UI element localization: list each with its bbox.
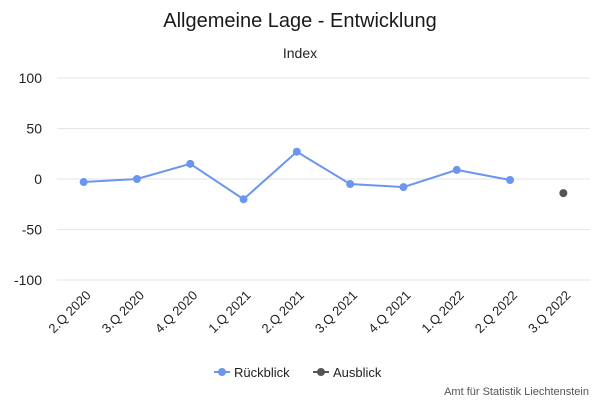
x-axis-ticks: 2.Q 2020 3.Q 2020 4.Q 2020 1.Q 2021 2.Q 2021…	[45, 288, 573, 336]
x-tick-label: 4.Q 2021	[365, 288, 413, 336]
legend-label: Ausblick	[333, 365, 382, 380]
data-point[interactable]	[292, 147, 301, 156]
legend: Rückblick Ausblick	[214, 365, 382, 380]
data-point[interactable]	[346, 180, 355, 189]
data-point[interactable]	[79, 178, 88, 187]
x-tick-label: 3.Q 2022	[525, 288, 573, 336]
y-tick-label: 0	[34, 171, 42, 187]
credits-text: Amt für Statistik Liechtenstein	[444, 386, 589, 398]
legend-item[interactable]: Ausblick	[313, 365, 382, 380]
y-tick-label: -50	[22, 222, 42, 238]
data-point[interactable]	[132, 175, 141, 183]
y-tick-label: 100	[19, 70, 43, 86]
data-point[interactable]	[186, 159, 195, 168]
series-layer	[79, 147, 568, 204]
x-tick-label: 4.Q 2020	[152, 288, 200, 336]
series-line	[83, 150, 511, 201]
y-axis-label: Index	[283, 45, 317, 61]
legend-label: Rückblick	[234, 365, 290, 380]
data-point[interactable]	[452, 165, 461, 174]
data-point[interactable]	[506, 176, 515, 185]
legend-marker-icon	[218, 368, 226, 376]
gridlines	[57, 77, 590, 281]
x-tick-label: 2.Q 2021	[259, 288, 307, 336]
y-axis-ticks: 100 50 0 -50 -100	[14, 70, 42, 288]
legend-item[interactable]: Rückblick	[214, 365, 290, 380]
data-point[interactable]	[559, 189, 568, 198]
y-tick-label: 50	[26, 121, 42, 137]
x-tick-label: 2.Q 2020	[45, 288, 93, 336]
data-point[interactable]	[239, 195, 248, 204]
legend-marker-icon	[317, 368, 325, 376]
chart-title: Allgemeine Lage - Entwicklung	[163, 10, 437, 32]
data-point[interactable]	[399, 183, 408, 192]
y-tick-label: -100	[14, 272, 42, 288]
x-tick-label: 3.Q 2020	[99, 288, 147, 336]
x-tick-label: 1.Q 2021	[205, 288, 253, 336]
x-tick-label: 1.Q 2022	[418, 288, 466, 336]
x-tick-label: 3.Q 2021	[312, 288, 360, 336]
x-tick-label: 2.Q 2022	[472, 288, 520, 336]
